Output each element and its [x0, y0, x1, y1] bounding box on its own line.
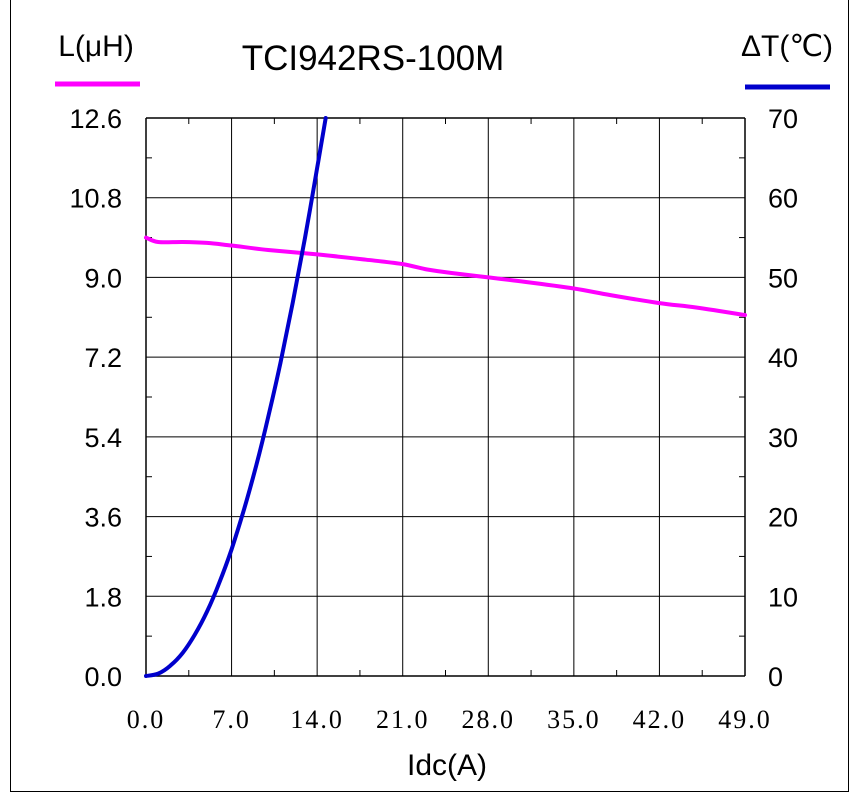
x-tick-label: 21.0: [376, 705, 430, 734]
tick-marks: [146, 118, 745, 676]
y-left-tick-label: 12.6: [69, 104, 122, 134]
y-right-tick-label: 70: [768, 104, 798, 134]
x-tick-label: 0.0: [127, 705, 166, 734]
y-right-tick-label: 0: [768, 662, 783, 692]
y-right-tick-label: 40: [768, 343, 798, 373]
y-left-tick-label: 1.8: [84, 582, 122, 612]
x-tick-label: 35.0: [547, 705, 601, 734]
series-lines: [144, 116, 747, 678]
y-left-tick-label: 7.2: [84, 343, 122, 373]
x-tick-label: 42.0: [633, 705, 687, 734]
x-tick-label: 49.0: [718, 705, 772, 734]
chart-frame: [10, 0, 849, 792]
y-right-tick-label: 10: [768, 582, 798, 612]
y-left-tick-label: 3.6: [84, 503, 122, 533]
temperature-rise-line: [144, 116, 328, 678]
y-right-tick-labels: 0 10 20 30 40 50 60 70: [768, 104, 798, 692]
x-tick-labels: 0.0 7.0 14.0 21.0 28.0 35.0 42.0 49.0: [127, 705, 772, 734]
right-axis-label: ΔT(℃): [741, 30, 833, 63]
x-tick-label: 28.0: [462, 705, 516, 734]
y-right-tick-label: 60: [768, 184, 798, 214]
y-left-tick-label: 0.0: [84, 662, 122, 692]
inductance-line: [144, 235, 747, 318]
chart-title: TCI942RS-100M: [242, 39, 505, 78]
y-left-tick-label: 9.0: [84, 263, 122, 293]
x-tick-label: 14.0: [290, 705, 344, 734]
grid: [145, 117, 746, 677]
y-left-tick-label: 10.8: [69, 184, 122, 214]
y-left-tick-labels: 0.0 1.8 3.6 5.4 7.2 9.0 10.8 12.6: [69, 104, 122, 692]
x-axis-label: Idc(A): [407, 749, 487, 782]
y-left-tick-label: 5.4: [84, 423, 122, 453]
y-right-tick-label: 50: [768, 263, 798, 293]
y-right-tick-label: 30: [768, 423, 798, 453]
left-axis-label: L(μH): [58, 30, 134, 63]
y-right-tick-label: 20: [768, 503, 798, 533]
x-tick-label: 7.0: [212, 705, 251, 734]
